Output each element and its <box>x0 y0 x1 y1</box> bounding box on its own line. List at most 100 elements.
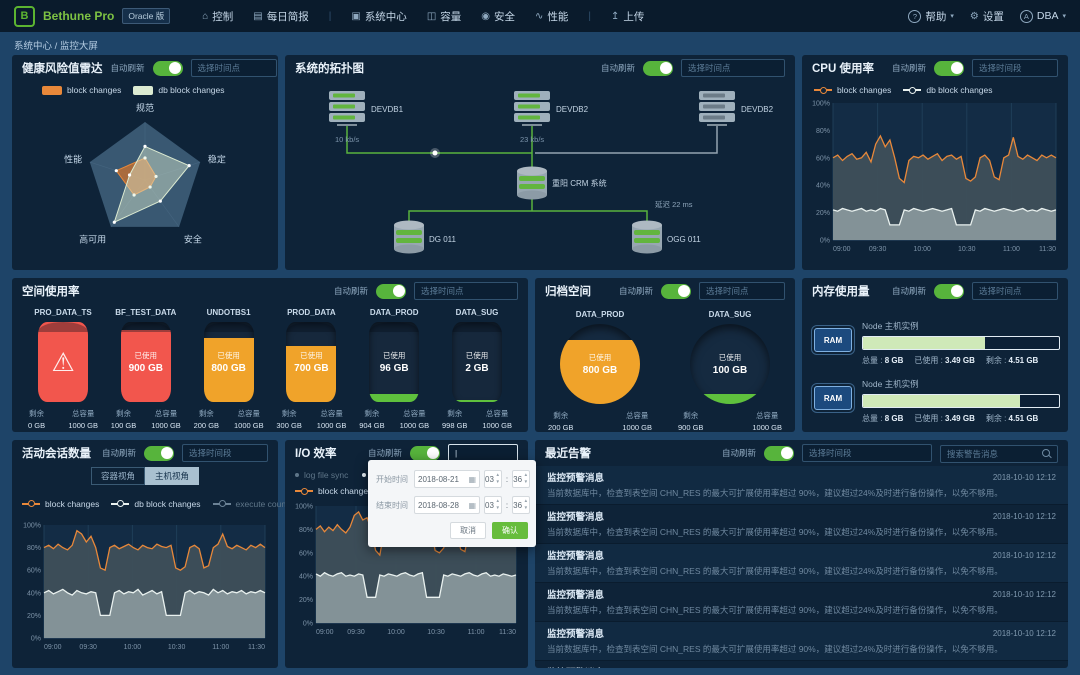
server-icon-devdb2[interactable] <box>514 91 550 126</box>
total-value: 1000 GB <box>399 421 430 430</box>
panel-title: 空间使用率 <box>22 286 80 298</box>
legend-execute-count[interactable]: execute count <box>212 499 288 509</box>
archive-item: DATA_PROD 已使用 800 GB 剩余 200 GB 总容量 1000 GB <box>540 308 660 432</box>
time-point-input[interactable] <box>190 59 277 77</box>
auto-refresh-toggle[interactable] <box>152 60 183 76</box>
total-value: 1000 GB <box>233 421 264 430</box>
settings-menu[interactable]: ⚙ 设置 <box>970 9 1004 24</box>
time-range-input[interactable] <box>802 444 932 462</box>
nav-item-control[interactable]: ⌂ 控制 <box>202 9 233 24</box>
help-menu[interactable]: ? 帮助 ▾ <box>908 9 954 24</box>
svg-text:80%: 80% <box>299 527 313 534</box>
tab-host-view[interactable]: 主机视角 <box>145 467 200 485</box>
auto-refresh-toggle[interactable] <box>376 283 406 299</box>
panel-archive-space: 归档空间 自动刷新 DATA_PROD 已使用 800 GB 剩余 200 GB 总… <box>535 278 795 432</box>
database-icon-dg[interactable] <box>394 220 424 254</box>
auto-refresh-toggle[interactable] <box>764 445 794 461</box>
step-up-icon[interactable]: ▲ <box>523 472 529 477</box>
time-range-input[interactable] <box>972 59 1058 77</box>
legend-db-block-changes[interactable]: db block changes <box>903 85 993 95</box>
end-hour-stepper[interactable]: 03 ▲ ▼ <box>484 496 502 514</box>
legend-db-block-changes[interactable]: db block changes <box>111 499 201 509</box>
legend-block-changes[interactable]: block changes <box>814 85 891 95</box>
start-date-input[interactable]: 2018-08-21 ▦ <box>414 470 480 488</box>
start-hour-stepper[interactable]: 03 ▲ ▼ <box>484 470 502 488</box>
step-down-icon[interactable]: ▼ <box>523 505 529 511</box>
auto-refresh-toggle[interactable] <box>410 445 440 461</box>
memory-usage-bar <box>862 394 1060 408</box>
cancel-button[interactable]: 取消 <box>450 522 486 539</box>
legend-swatch <box>133 85 154 95</box>
total-value: 1000 GB <box>752 423 782 432</box>
memory-total: 总量 : 8 GB <box>862 356 904 365</box>
tab-container-view[interactable]: 容器视角 <box>90 467 145 485</box>
end-minute-stepper[interactable]: 36 ▲ ▼ <box>512 496 531 514</box>
auto-refresh-label: 自动刷新 <box>110 63 145 73</box>
legend-log-file-sync[interactable]: log file sync <box>295 470 348 480</box>
time-point-input[interactable] <box>699 282 785 300</box>
breadcrumb[interactable]: 系统中心 / 监控大屏 <box>14 41 98 52</box>
time-point-input[interactable] <box>681 59 785 77</box>
step-up-icon[interactable]: ▲ <box>495 472 500 477</box>
auto-refresh-toggle[interactable] <box>934 283 964 299</box>
legend-block-changes[interactable]: block changes <box>22 499 99 509</box>
nav-item-security[interactable]: ◉ 安全 <box>481 9 515 24</box>
step-down-icon[interactable]: ▼ <box>495 479 500 485</box>
start-minute-stepper[interactable]: 36 ▲ ▼ <box>512 470 531 488</box>
alert-timestamp: 2018-10-10 12:12 <box>993 668 1056 669</box>
auto-refresh-toggle[interactable] <box>934 60 964 76</box>
link-devdb1 <box>346 126 532 154</box>
time-point-input[interactable] <box>414 282 518 300</box>
time-point-input[interactable] <box>972 282 1058 300</box>
legend-block-changes[interactable]: block changes <box>295 486 372 496</box>
server-icon-devdb3[interactable] <box>699 91 735 126</box>
nav-item-performance[interactable]: ∿ 性能 <box>535 9 568 24</box>
database-icon-ogg[interactable] <box>632 220 662 254</box>
auto-refresh-toggle[interactable] <box>643 60 673 76</box>
step-down-icon[interactable]: ▼ <box>495 505 500 511</box>
nav-item-daily-report[interactable]: ▤ 每日简报 <box>253 9 308 24</box>
end-date-input[interactable]: 2018-08-28 ▦ <box>414 496 480 514</box>
panel-title: 活动会话数量 <box>22 448 91 460</box>
step-up-icon[interactable]: ▲ <box>523 498 529 503</box>
auto-refresh-toggle[interactable] <box>661 283 691 299</box>
active-sessions-chart: 09:00 09:30 10:00 10:30 11:00 11:30 0% 20% 40% 60… <box>23 523 266 651</box>
step-down-icon[interactable]: ▼ <box>523 479 529 485</box>
tablespace-name: BF_TEST_DATA <box>115 308 177 317</box>
total-value: 1000 GB <box>622 423 652 432</box>
memory-usage-bar <box>862 336 1060 350</box>
nav-item-upload[interactable]: ↥ 上传 <box>611 9 644 24</box>
svg-text:09:30: 09:30 <box>347 629 365 636</box>
brand-name: Bethune Pro <box>43 9 115 23</box>
used-value: 100 GB <box>712 365 748 376</box>
used-value: 96 GB <box>379 363 409 374</box>
svg-text:10:30: 10:30 <box>958 246 976 253</box>
alert-search-input[interactable] <box>940 444 1058 463</box>
step-up-icon[interactable]: ▲ <box>495 498 500 503</box>
legend-db-block-changes[interactable]: db block changes <box>133 85 225 95</box>
memory-remain: 剩余 : 4.51 GB <box>985 356 1039 365</box>
time-range-input[interactable] <box>182 444 268 462</box>
legend-label: db block changes <box>926 85 993 95</box>
tablespace-cylinder: 已使用 800 GB <box>203 322 254 402</box>
link-devdb3 <box>535 126 718 154</box>
svg-text:20%: 20% <box>299 597 313 604</box>
auto-refresh-label: 自动刷新 <box>891 286 926 296</box>
nav-item-system-center[interactable]: ▣ 系统中心 <box>351 9 406 24</box>
time-range-input[interactable] <box>448 444 518 462</box>
legend-block-changes[interactable]: block changes <box>42 85 121 95</box>
confirm-button[interactable]: 确认 <box>492 522 528 539</box>
chevron-down-icon: ▾ <box>1062 13 1066 20</box>
search-icon[interactable] <box>1042 448 1050 457</box>
database-icon-crm[interactable] <box>517 166 547 200</box>
auto-refresh-toggle[interactable] <box>144 445 174 461</box>
nav-item-capacity[interactable]: ◫ 容量 <box>427 9 461 24</box>
user-menu[interactable]: A DBA ▾ <box>1019 9 1066 23</box>
server-icon-devdb1[interactable] <box>329 91 365 126</box>
